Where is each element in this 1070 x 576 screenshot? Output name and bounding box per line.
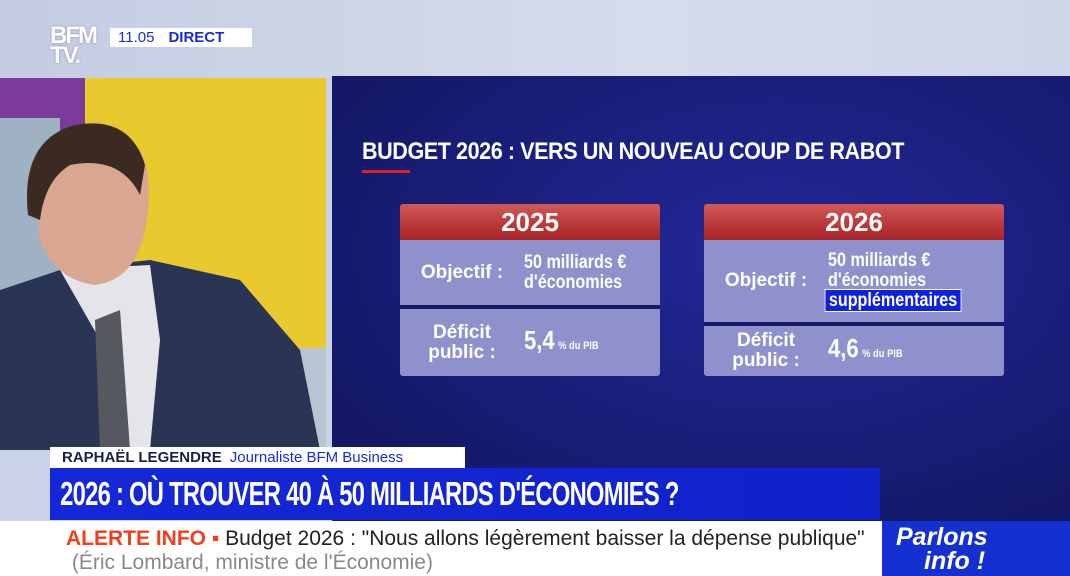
ticker-text: Budget 2026 : "Nous allons légèrement ba… xyxy=(225,527,865,550)
deficit-value: 4,6 xyxy=(828,333,859,363)
clock-badge: 11.05 DIRECT xyxy=(110,28,252,47)
headline: 2026 : OÙ TROUVER 40 À 50 MILLIARDS D'ÉC… xyxy=(60,475,679,512)
objectif-label: Objectif : xyxy=(724,270,808,291)
deficit-label: Déficit xyxy=(432,321,492,343)
objectif-value: 50 milliards € xyxy=(828,250,931,271)
time: 11.05 xyxy=(118,29,155,46)
logo-line2: TV. xyxy=(50,42,81,69)
logo-line1: BFM xyxy=(50,22,98,49)
speaker-role: Journaliste BFM Business xyxy=(229,449,404,466)
name-bar: RAPHAËL LEGENDRE Journaliste BFM Business xyxy=(50,447,465,468)
presenter-image xyxy=(0,123,320,450)
news-ticker: ALERTE INFO ▪ Budget 2026 : "Nous allons… xyxy=(0,521,882,576)
graphic-title: BUDGET 2026 : VERS UN NOUVEAU COUP DE RA… xyxy=(362,138,904,165)
deficit-label-2: public : xyxy=(732,350,800,371)
card-year: 2025 xyxy=(400,204,660,240)
alert-label: ALERTE INFO ▪ xyxy=(66,527,220,550)
show-logo: Parlons info ! xyxy=(882,521,1070,576)
channel-logo: BFM TV. xyxy=(50,22,98,69)
highlight-text: supplémentaires xyxy=(824,289,962,312)
deficit-unit: % du PIB xyxy=(558,339,599,352)
title-underline xyxy=(362,170,410,173)
card-year: 2026 xyxy=(704,204,1004,240)
deficit-label-2: public : xyxy=(428,341,496,363)
card-2025: 2025 Objectif : 50 milliards € d'économies… xyxy=(400,204,660,376)
deficit-label: Déficit xyxy=(736,330,796,351)
show-line2: info ! xyxy=(924,547,986,575)
speaker-name: RAPHAËL LEGENDRE xyxy=(62,449,222,466)
ticker-source: (Éric Lombard, ministre de l'Économie) xyxy=(71,551,433,574)
live-label: DIRECT xyxy=(168,29,225,46)
objectif-value-2: d'économies xyxy=(524,271,623,293)
headline-bar: 2026 : OÙ TROUVER 40 À 50 MILLIARDS D'ÉC… xyxy=(50,468,880,520)
card-2026: 2026 Objectif : 50 milliards € d'économies… xyxy=(704,204,1004,376)
objectif-label: Objectif : xyxy=(420,261,504,283)
objectif-value: 50 milliards € xyxy=(524,251,627,273)
objectif-value-2: d'économies xyxy=(828,270,927,291)
deficit-unit: % du PIB xyxy=(862,348,903,360)
deficit-value: 5,4 xyxy=(524,324,555,355)
show-line1: Parlons xyxy=(896,523,988,551)
